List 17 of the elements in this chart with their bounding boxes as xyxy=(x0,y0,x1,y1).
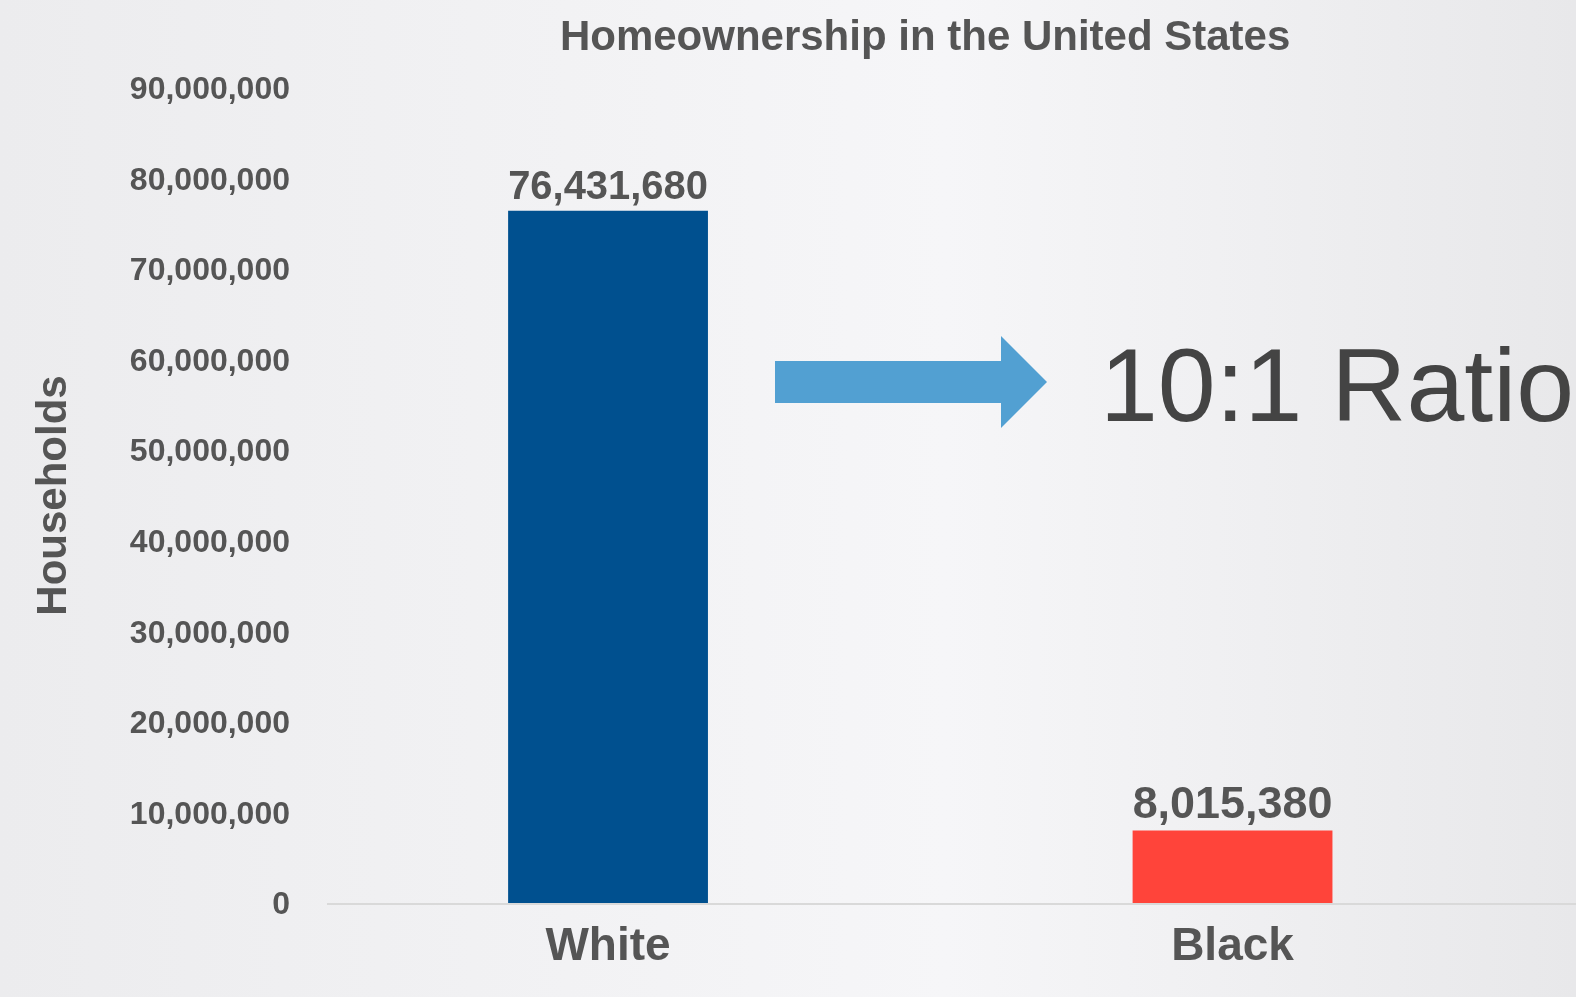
y-tick-label: 0 xyxy=(272,885,290,922)
annotation: 10:1 Ratio xyxy=(1100,327,1575,443)
y-tick-label: 60,000,000 xyxy=(129,341,290,378)
chart-title: Homeownership in the United States xyxy=(559,11,1291,59)
y-tick-label: 20,000,000 xyxy=(129,704,290,741)
y-tick-label: 50,000,000 xyxy=(129,432,290,469)
y-tick-label: 40,000,000 xyxy=(129,522,290,559)
y-tick-label: 10,000,000 xyxy=(129,794,290,831)
y-tick-label: 80,000,000 xyxy=(129,160,290,197)
x-tick-label: White xyxy=(545,918,671,971)
y-tick-label: 70,000,000 xyxy=(129,251,290,288)
data-label: 76,431,680 xyxy=(508,163,708,208)
y-axis-title: Households xyxy=(27,375,75,616)
data-label: 8,015,380 xyxy=(1132,776,1333,828)
y-tick-label: 30,000,000 xyxy=(129,613,290,650)
y-tick-label: 90,000,000 xyxy=(129,70,290,107)
x-tick-label: Black xyxy=(1171,918,1295,971)
